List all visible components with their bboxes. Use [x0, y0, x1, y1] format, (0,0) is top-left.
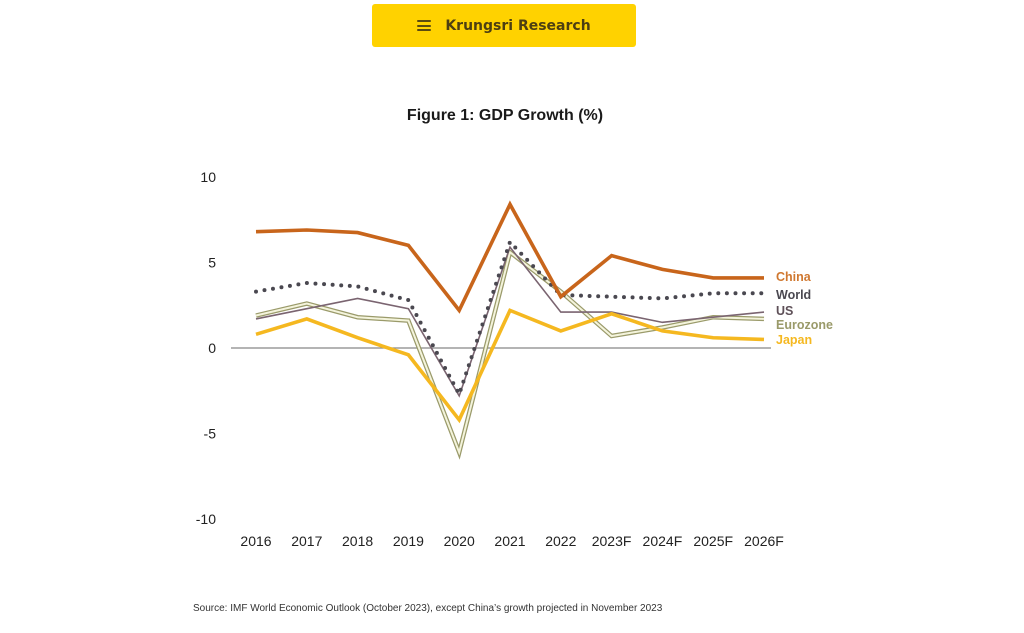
x-tick-label: 2025F [693, 533, 733, 549]
y-tick-label: -10 [196, 511, 216, 527]
legend-label-china: China [776, 270, 812, 284]
x-tick-label: 2017 [291, 533, 322, 549]
series-lines [254, 200, 766, 460]
series-line-eurozone-inner [255, 250, 765, 456]
x-tick-label: 2020 [444, 533, 475, 549]
x-tick-label: 2019 [393, 533, 424, 549]
series-line-world [254, 238, 766, 400]
legend-label-eurozone: Eurozone [776, 318, 833, 332]
source-note: Source: IMF World Economic Outlook (Octo… [193, 603, 663, 614]
y-tick-label: -5 [204, 426, 217, 442]
x-tick-label: 2026F [744, 533, 784, 549]
series-line-us [255, 245, 765, 398]
legend-label-us: US [776, 304, 793, 318]
y-tick-label: 5 [208, 255, 216, 271]
figure-title: Figure 1: GDP Growth (%) [406, 107, 604, 124]
y-axis: 10 5 0 -5 -10 [196, 169, 216, 527]
x-tick-label: 2023F [592, 533, 632, 549]
series-line-eurozone [255, 248, 765, 460]
brand-menu-button[interactable]: Krungsri Research [372, 4, 636, 47]
legend-label-japan: Japan [776, 333, 812, 347]
series-line-japan [255, 308, 765, 424]
x-tick-label: 2016 [240, 533, 271, 549]
x-tick-label: 2021 [494, 533, 525, 549]
y-tick-label: 10 [200, 169, 216, 185]
x-axis: 2016 2017 2018 2019 2020 2021 2022 2023F 2024F 20… [240, 533, 783, 549]
hamburger-menu-icon [417, 20, 432, 31]
x-tick-label: 2024F [643, 533, 683, 549]
brand-name: Krungsri Research [445, 17, 591, 34]
series-line-china [255, 200, 764, 314]
y-tick-label: 0 [208, 340, 216, 356]
x-tick-label: 2022 [545, 533, 576, 549]
legend-label-world: World [776, 288, 811, 302]
x-tick-label: 2018 [342, 533, 373, 549]
